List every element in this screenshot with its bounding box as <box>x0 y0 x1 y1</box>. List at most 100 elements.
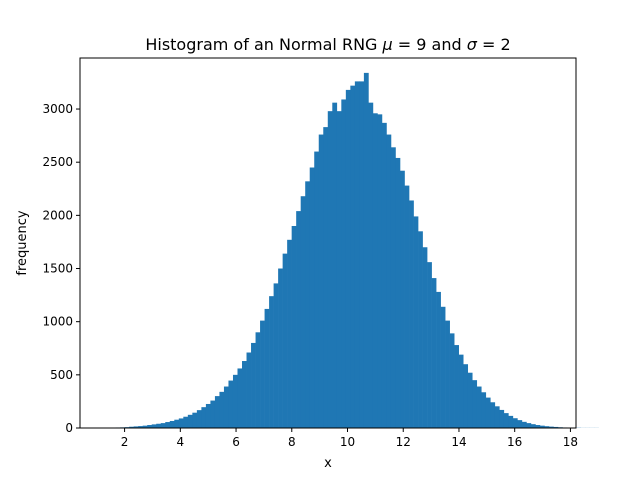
y-axis-label: frequency <box>15 210 30 276</box>
histogram-bar <box>323 127 329 428</box>
histogram-bar <box>214 396 220 428</box>
histogram-bar <box>228 380 234 428</box>
histogram-bar <box>377 114 383 428</box>
histogram-bar <box>395 157 401 428</box>
histogram-bar <box>512 418 518 428</box>
histogram-bar <box>431 278 437 428</box>
histogram-bar <box>264 308 270 428</box>
histogram-bar <box>494 406 500 428</box>
histogram-bar <box>309 167 315 429</box>
histogram-bar <box>341 99 347 428</box>
histogram-bar <box>205 403 211 428</box>
histogram-bar <box>232 374 238 428</box>
y-tick-label: 2000 <box>42 208 73 222</box>
histogram-bar <box>246 352 252 428</box>
histogram-bar <box>508 415 514 428</box>
y-tick-label: 500 <box>50 368 73 382</box>
histogram-bar <box>521 421 527 428</box>
y-tick-label: 1000 <box>42 315 73 329</box>
histogram-bar <box>201 407 207 428</box>
histogram-bar <box>318 134 324 428</box>
histogram-bar <box>178 418 184 428</box>
histogram-bar <box>300 196 306 428</box>
histogram-bar <box>490 402 496 428</box>
histogram-bar <box>404 185 410 428</box>
histogram-bar <box>476 386 482 428</box>
histogram-bar <box>332 102 338 428</box>
y-tick-label: 3000 <box>42 102 73 116</box>
x-tick-label: 12 <box>396 435 411 449</box>
histogram-bar <box>553 426 559 428</box>
histogram-bar <box>359 81 365 428</box>
histogram-bar <box>223 386 229 428</box>
y-axis-ticks: 0 500 1000 1500 2000 2500 3000 <box>42 102 80 435</box>
histogram-bar <box>314 151 320 428</box>
histogram-bar <box>418 231 423 428</box>
histogram-bar <box>192 412 198 428</box>
histogram-bar <box>174 419 180 428</box>
histogram-bar <box>255 332 261 428</box>
x-tick-label: 18 <box>563 435 578 449</box>
histogram-bars <box>97 72 599 429</box>
histogram-bar <box>251 342 256 428</box>
x-tick-label: 16 <box>507 435 522 449</box>
histogram-bar <box>278 268 283 428</box>
histogram-bar <box>530 424 536 428</box>
x-tick-label: 4 <box>176 435 184 449</box>
histogram-bar <box>445 320 450 428</box>
histogram-bar <box>481 392 487 428</box>
histogram-bar <box>544 426 550 428</box>
histogram-bar <box>196 410 202 428</box>
histogram-bar <box>458 354 464 428</box>
x-tick-label: 2 <box>121 435 129 449</box>
histogram-bar <box>422 247 428 428</box>
histogram-bar <box>485 397 491 428</box>
x-tick-label: 8 <box>288 435 296 449</box>
y-tick-label: 2500 <box>42 155 73 169</box>
histogram-bar <box>463 364 469 428</box>
histogram-bar <box>296 211 301 428</box>
histogram-bar <box>409 200 414 428</box>
histogram-bar <box>368 102 374 428</box>
x-axis-ticks: 2 4 6 8 10 12 14 16 18 <box>121 428 578 449</box>
histogram-bar <box>138 426 143 428</box>
histogram-bar <box>260 320 265 428</box>
histogram-bar <box>156 423 162 428</box>
histogram-bar <box>165 422 171 428</box>
histogram-bar <box>548 426 554 428</box>
histogram-bar <box>305 181 311 428</box>
histogram-bar <box>133 426 139 428</box>
histogram-bar <box>427 262 432 428</box>
histogram-bar <box>237 368 243 428</box>
x-axis-label: x <box>324 456 332 471</box>
histogram-bar <box>142 425 148 428</box>
histogram-bar <box>539 425 545 428</box>
histogram-bar <box>390 147 396 428</box>
histogram-bar <box>467 372 473 428</box>
histogram-bar <box>449 333 455 428</box>
histogram-bar <box>454 345 459 428</box>
histogram-bar <box>386 134 392 428</box>
y-tick-label: 1500 <box>42 262 73 276</box>
histogram-bar <box>219 391 225 428</box>
histogram-bar <box>129 426 134 428</box>
histogram-bar <box>210 400 216 428</box>
histogram-bar <box>183 416 189 428</box>
y-tick-label: 0 <box>65 421 73 435</box>
histogram-bar <box>282 253 288 428</box>
histogram-bar <box>503 413 509 428</box>
histogram-bar <box>400 170 405 428</box>
histogram-bar <box>169 420 175 428</box>
histogram-bar <box>436 291 441 428</box>
histogram-bar <box>269 296 274 428</box>
histogram-bar <box>350 85 356 428</box>
x-tick-label: 6 <box>232 435 240 449</box>
histogram-bar <box>336 111 342 428</box>
histogram-bar <box>160 423 166 428</box>
histogram-bar <box>526 423 532 428</box>
histogram-bar <box>440 306 446 428</box>
histogram-bar <box>413 216 419 428</box>
histogram-bar <box>242 361 247 428</box>
histogram-bar <box>472 380 478 428</box>
